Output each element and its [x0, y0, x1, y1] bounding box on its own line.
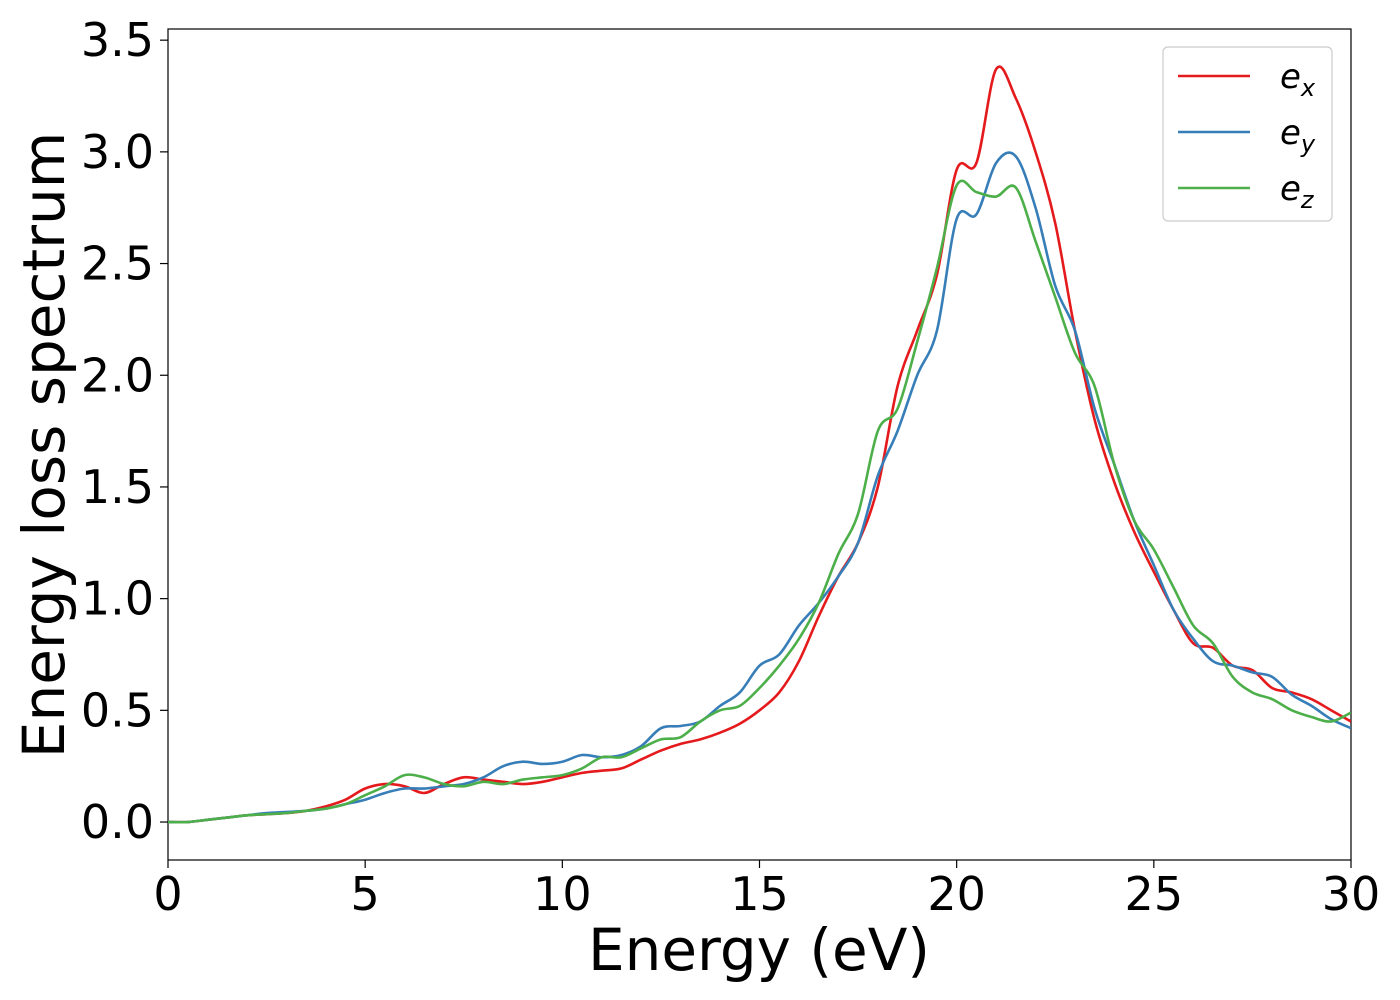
legend-label-subscript: x [1300, 74, 1316, 102]
y-tick-label: 2.5 [81, 237, 154, 291]
y-axis-ticks: 0.0 0.5 1.0 1.5 2.0 2.5 3.0 3.5 [81, 13, 168, 849]
series-line-x [168, 65, 1351, 824]
y-tick-label: 3.5 [81, 13, 154, 67]
legend-label-base: e [1280, 169, 1301, 209]
legend-label-z: ez [1280, 169, 1315, 214]
x-tick-label: 20 [927, 867, 986, 921]
y-axis-title: Energy loss spectrum [10, 132, 78, 758]
x-axis-ticks: 0 5 10 15 20 25 30 [153, 860, 1380, 921]
y-tick-label: 1.5 [81, 460, 154, 514]
x-tick-label: 25 [1125, 867, 1184, 921]
y-tick-label: 1.0 [81, 572, 154, 626]
y-tick-label: 3.0 [81, 125, 154, 179]
x-tick-label: 10 [533, 867, 592, 921]
series-line-y [168, 151, 1351, 824]
series-line-z [168, 179, 1351, 824]
x-tick-label: 5 [351, 867, 380, 921]
y-tick-label: 0.0 [81, 795, 154, 849]
legend-label-y: ey [1280, 113, 1316, 158]
x-tick-label: 15 [730, 867, 789, 921]
x-tick-label: 0 [153, 867, 182, 921]
legend-label-base: e [1280, 57, 1301, 97]
legend-label-x: ex [1280, 57, 1316, 102]
legend-label-base: e [1280, 113, 1301, 153]
y-tick-label: 0.5 [81, 683, 154, 737]
legend-label-subscript: y [1300, 130, 1316, 158]
series-layer [168, 65, 1351, 824]
legend-box [1162, 46, 1333, 222]
x-axis-title: Energy (eV) [588, 916, 930, 984]
y-tick-label: 2.0 [81, 348, 154, 402]
legend-label-subscript: z [1300, 186, 1315, 214]
x-tick-label: 30 [1322, 867, 1381, 921]
